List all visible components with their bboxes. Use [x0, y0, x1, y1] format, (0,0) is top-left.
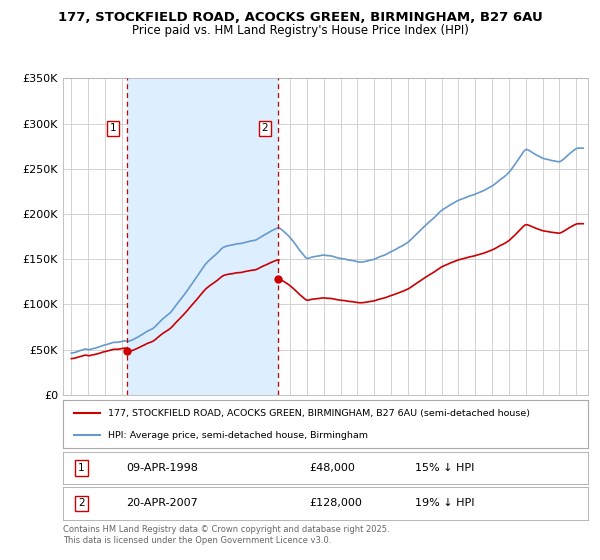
Text: £128,000: £128,000: [310, 498, 362, 508]
Text: 15% ↓ HPI: 15% ↓ HPI: [415, 463, 474, 473]
Text: 1: 1: [110, 123, 116, 133]
Text: Contains HM Land Registry data © Crown copyright and database right 2025.
This d: Contains HM Land Registry data © Crown c…: [63, 525, 389, 545]
Text: 177, STOCKFIELD ROAD, ACOCKS GREEN, BIRMINGHAM, B27 6AU: 177, STOCKFIELD ROAD, ACOCKS GREEN, BIRM…: [58, 11, 542, 24]
Text: 20-APR-2007: 20-APR-2007: [126, 498, 198, 508]
Text: 177, STOCKFIELD ROAD, ACOCKS GREEN, BIRMINGHAM, B27 6AU (semi-detached house): 177, STOCKFIELD ROAD, ACOCKS GREEN, BIRM…: [107, 409, 530, 418]
Text: 2: 2: [262, 123, 268, 133]
Text: 1: 1: [78, 463, 85, 473]
Text: HPI: Average price, semi-detached house, Birmingham: HPI: Average price, semi-detached house,…: [107, 431, 368, 440]
Bar: [127, 78, 278, 395]
Text: £48,000: £48,000: [310, 463, 356, 473]
Text: 09-APR-1998: 09-APR-1998: [126, 463, 198, 473]
Text: 19% ↓ HPI: 19% ↓ HPI: [415, 498, 474, 508]
Text: Price paid vs. HM Land Registry's House Price Index (HPI): Price paid vs. HM Land Registry's House …: [131, 24, 469, 36]
Text: 2: 2: [78, 498, 85, 508]
